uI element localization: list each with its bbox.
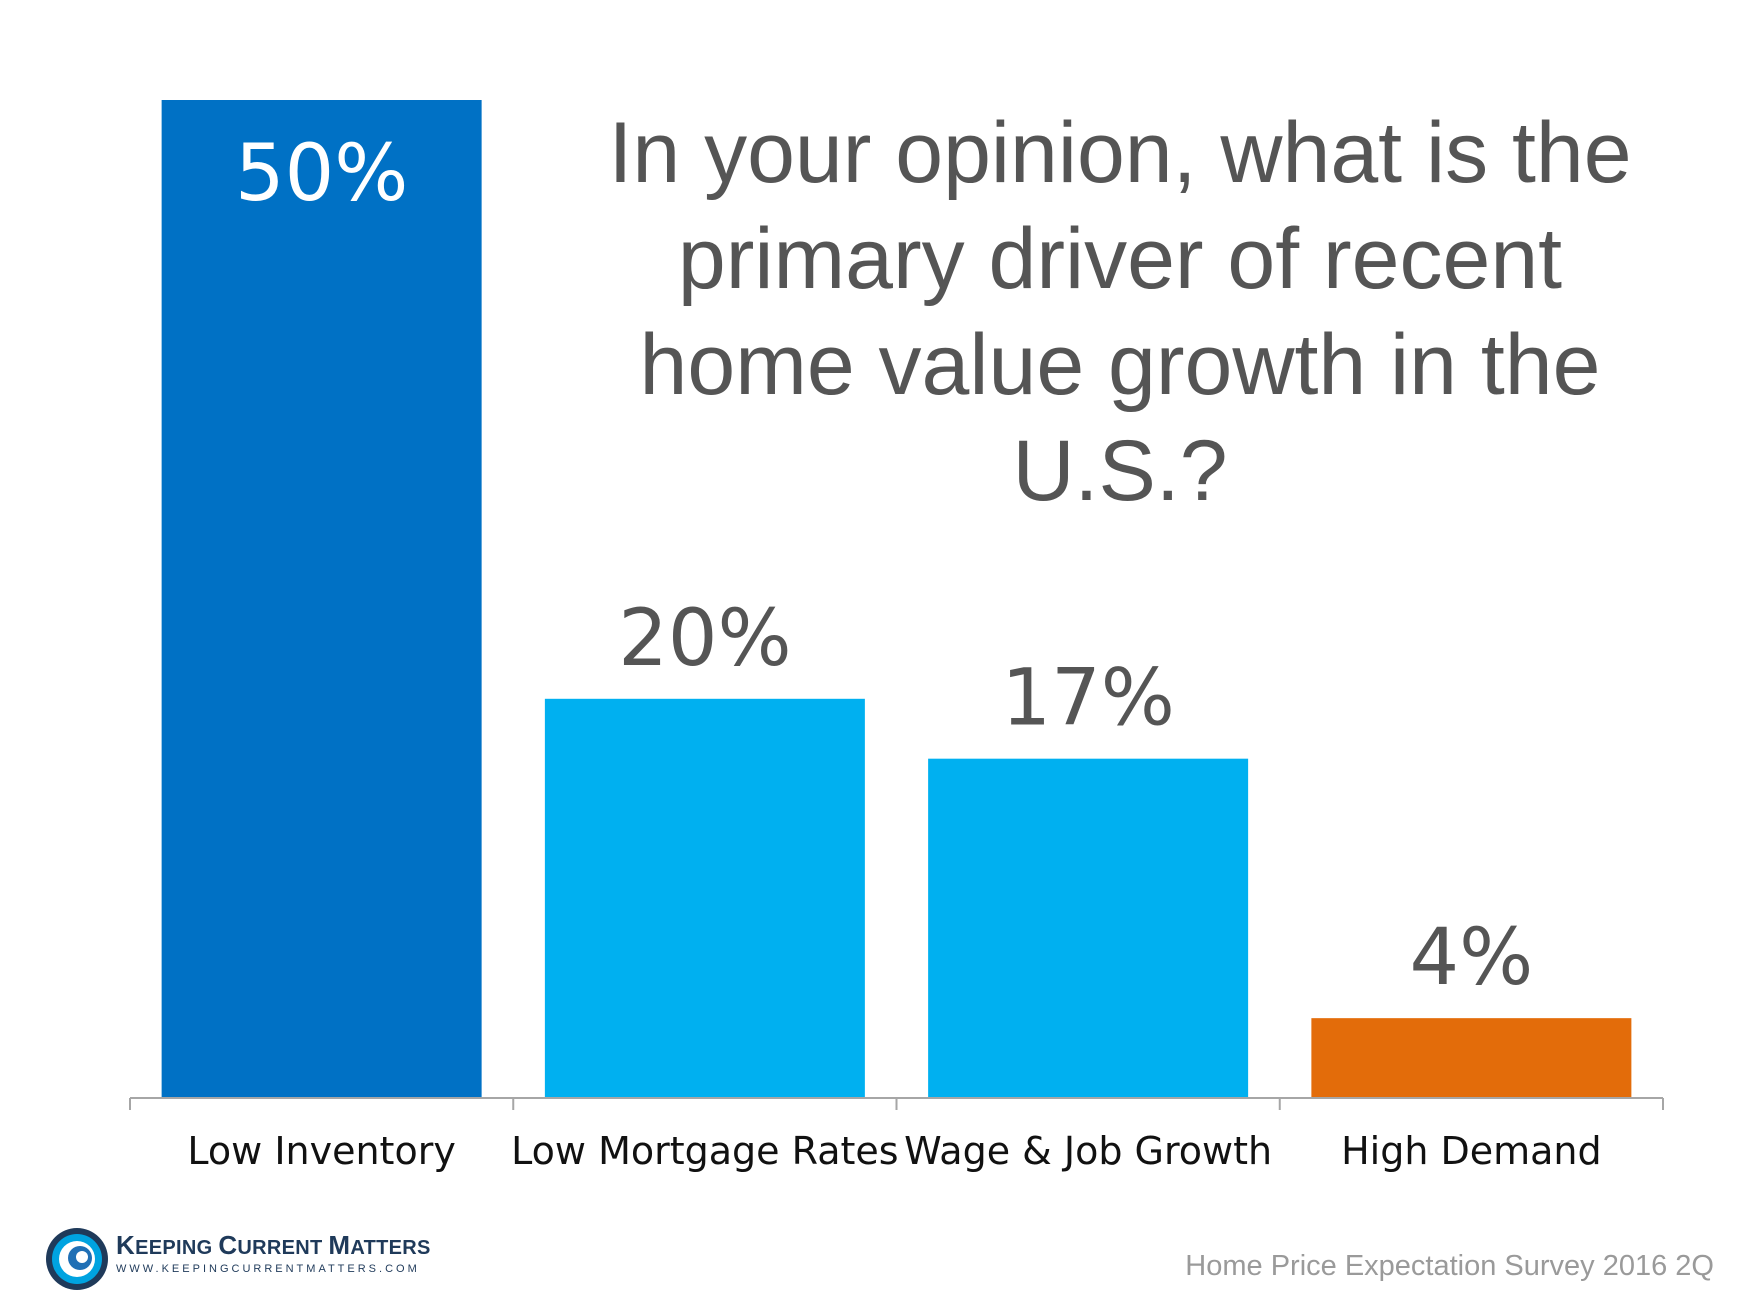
bars-group: [161, 100, 1632, 1098]
value-label-0: 50%: [235, 129, 408, 219]
bar-3: [1311, 1018, 1632, 1098]
bar-0: [161, 100, 482, 1098]
source-note: Home Price Expectation Survey 2016 2Q: [1185, 1250, 1714, 1282]
labels-group: 50% Low Inventory 20% Low Mortgage Rates 17%…: [187, 129, 1601, 1173]
logo-name: KEEPING CURRENT MATTERS: [116, 1230, 431, 1260]
bar-1: [544, 698, 865, 1098]
category-label-3: High Demand: [1341, 1129, 1602, 1173]
value-label-2: 17%: [1001, 654, 1174, 744]
category-label-2: Wage & Job Growth: [904, 1129, 1272, 1173]
value-label-1: 20%: [618, 594, 791, 684]
bar-2: [928, 758, 1249, 1098]
chart-title: In your opinion, what is the primary dri…: [590, 100, 1650, 524]
title-line-3: home value growth in the: [639, 317, 1601, 413]
title-line-4: U.S.?: [1012, 423, 1228, 519]
category-label-1: Low Mortgage Rates: [511, 1129, 898, 1173]
title-line-2: primary driver of recent: [677, 211, 1563, 307]
swirl-logo-icon: [46, 1228, 108, 1290]
kcm-logo: KEEPING CURRENT MATTERS WWW.KEEPINGCURRE…: [44, 1226, 430, 1294]
value-label-3: 4%: [1410, 913, 1534, 1003]
category-label-0: Low Inventory: [187, 1129, 455, 1173]
title-line-1: In your opinion, what is the: [608, 105, 1632, 201]
x-axis: [129, 1097, 1664, 1110]
logo-url: WWW.KEEPINGCURRENTMATTERS.COM: [116, 1263, 420, 1275]
